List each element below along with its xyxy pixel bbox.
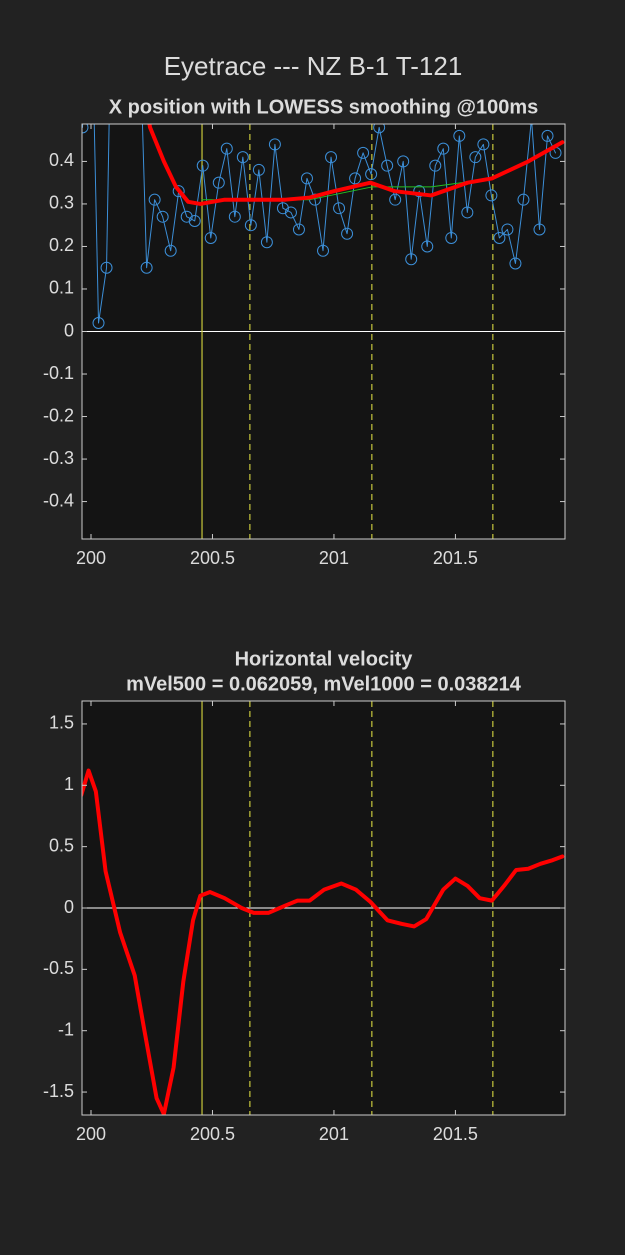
data-point — [284, 206, 297, 219]
y-tick-label: -0.2 — [43, 405, 74, 425]
y-tick-label: 1 — [64, 774, 74, 794]
data-point — [260, 236, 273, 249]
data-point — [276, 202, 289, 215]
y-tick-label: -1 — [58, 1019, 74, 1039]
data-point — [533, 223, 546, 236]
data-point — [461, 206, 474, 219]
data-point — [188, 214, 201, 227]
x-tick-label: 201 — [319, 1124, 349, 1144]
data-point — [180, 210, 193, 223]
series-line — [82, 768, 565, 1115]
data-point — [421, 240, 434, 253]
axes-title: Horizontal velocity — [235, 648, 414, 670]
data-point — [156, 210, 169, 223]
y-tick-label: 0.4 — [49, 150, 74, 170]
data-point — [140, 261, 153, 274]
data-point — [517, 193, 530, 206]
data-point — [381, 159, 394, 172]
data-point — [92, 316, 105, 329]
axes-title: X position with LOWESS smoothing @100ms — [109, 96, 539, 118]
data-point — [300, 172, 313, 185]
data-point — [373, 124, 386, 134]
data-point — [204, 231, 217, 244]
plot-area — [82, 701, 565, 1115]
data-point — [365, 168, 378, 181]
y-tick-label: -0.4 — [43, 490, 74, 510]
data-point — [397, 155, 410, 168]
data-point — [349, 172, 362, 185]
y-tick-label: -0.1 — [43, 363, 74, 383]
data-point — [437, 142, 450, 155]
x-tick-label: 200 — [76, 1124, 106, 1144]
data-point — [357, 146, 370, 159]
data-point — [493, 231, 506, 244]
data-point — [148, 193, 161, 206]
axes-box — [81, 700, 566, 1116]
data-point — [541, 129, 554, 142]
data-point — [485, 189, 498, 202]
data-point — [236, 151, 249, 164]
x-tick-label: 201.5 — [433, 1124, 478, 1144]
data-point — [445, 231, 458, 244]
y-tick-label: 0.2 — [49, 235, 74, 255]
data-point — [501, 223, 514, 236]
data-point — [252, 163, 265, 176]
data-point — [244, 219, 257, 232]
y-tick-label: -0.5 — [43, 958, 74, 978]
x-tick-label: 201 — [319, 548, 349, 568]
data-point — [477, 138, 490, 151]
y-tick-label: 0.3 — [49, 193, 74, 213]
data-point — [429, 159, 442, 172]
y-tick-label: 0.5 — [49, 835, 74, 855]
data-point — [220, 142, 233, 155]
data-point — [196, 159, 209, 172]
y-tick-label: 0 — [64, 320, 74, 340]
data-point — [333, 202, 346, 215]
series-line — [82, 124, 557, 324]
data-point — [292, 223, 305, 236]
data-point — [405, 253, 418, 266]
data-point — [100, 261, 113, 274]
x-tick-label: 200 — [76, 548, 106, 568]
y-tick-label: 1.5 — [49, 713, 74, 733]
data-point — [212, 176, 225, 189]
axes-box — [81, 123, 566, 540]
y-tick-label: -0.3 — [43, 448, 74, 468]
data-point — [164, 244, 177, 257]
axes-title: mVel500 = 0.062059, mVel1000 = 0.038214 — [126, 673, 522, 695]
figure-title: Eyetrace --- NZ B-1 T-121 — [164, 51, 463, 81]
y-tick-label: 0 — [64, 897, 74, 917]
x-tick-label: 200.5 — [190, 1124, 235, 1144]
y-tick-label: -1.5 — [43, 1081, 74, 1101]
data-point — [509, 257, 522, 270]
data-point — [325, 151, 338, 164]
y-tick-label: 0.1 — [49, 278, 74, 298]
data-point — [389, 193, 402, 206]
data-point — [413, 185, 426, 198]
data-point — [172, 185, 185, 198]
data-point — [341, 227, 354, 240]
series-line — [147, 124, 565, 206]
data-point — [469, 151, 482, 164]
x-tick-label: 201.5 — [433, 548, 478, 568]
data-point — [228, 210, 241, 223]
plot-area — [82, 124, 565, 539]
x-tick-label: 200.5 — [190, 548, 235, 568]
data-point — [268, 138, 281, 151]
data-point — [317, 244, 330, 257]
data-point — [453, 129, 466, 142]
